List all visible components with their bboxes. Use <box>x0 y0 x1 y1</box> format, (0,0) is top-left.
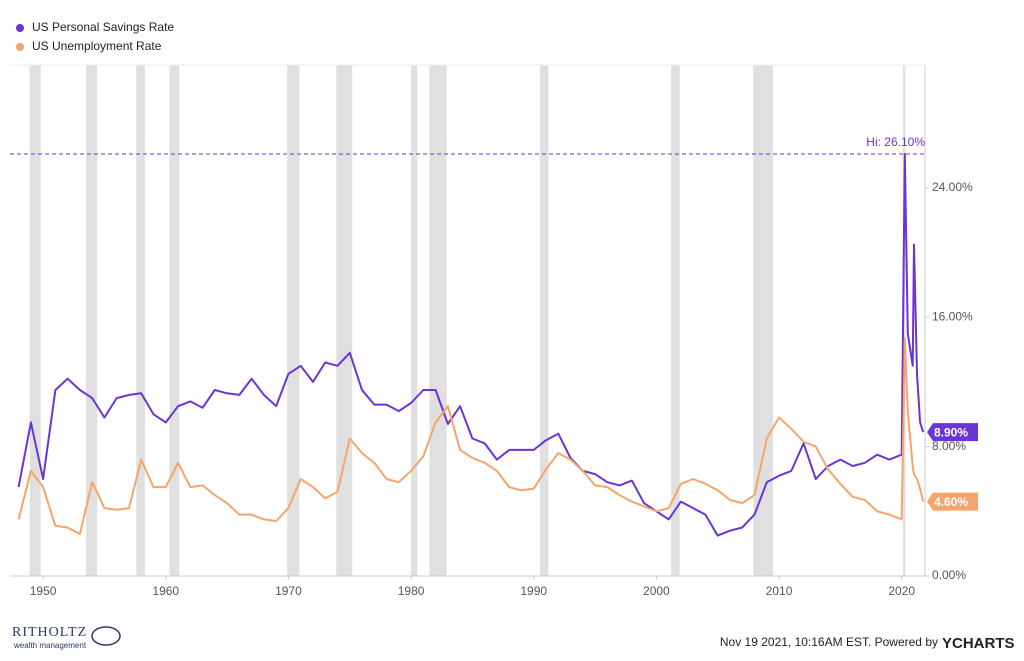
series-line <box>17 337 925 535</box>
recession-band <box>169 65 180 576</box>
legend-label: US Unemployment Rate <box>32 39 162 53</box>
footer-brand: YCHARTS <box>942 635 1015 652</box>
recession-band <box>671 65 680 576</box>
value-pill <box>927 492 978 511</box>
logo-mark <box>91 626 121 646</box>
logo-tagline: wealth management <box>13 641 87 650</box>
recession-band <box>136 65 145 576</box>
hi-label: Hi: 26.10% <box>866 135 925 149</box>
recession-band <box>86 65 98 576</box>
x-tick-label: 1950 <box>30 584 57 598</box>
x-tick-label: 2000 <box>643 584 670 598</box>
logo-name: RITHOLTZ <box>12 625 87 640</box>
legend-marker <box>16 43 24 51</box>
x-tick-label: 1980 <box>398 584 425 598</box>
x-tick-label: 1970 <box>275 584 302 598</box>
recession-band <box>411 65 418 576</box>
legend-marker <box>16 24 24 32</box>
y-tick-label: 8.00% <box>932 439 966 453</box>
footer: Nov 19 2021, 10:16AM EST. Powered by <box>720 635 938 649</box>
recession-band <box>902 65 906 576</box>
legend-label: US Personal Savings Rate <box>32 20 174 34</box>
y-tick-label: 24.00% <box>932 180 973 194</box>
recession-band <box>336 65 353 576</box>
y-tick-label: 16.00% <box>932 309 973 323</box>
recession-band <box>429 65 447 576</box>
x-tick-label: 2010 <box>766 584 793 598</box>
y-tick-label: 0.00% <box>932 568 966 582</box>
recession-band <box>539 65 549 576</box>
series-line <box>17 152 925 537</box>
value-pill <box>927 423 978 442</box>
x-tick-label: 1960 <box>152 584 179 598</box>
value-label: 4.60% <box>934 495 968 509</box>
value-label: 8.90% <box>934 425 968 439</box>
recession-band <box>753 65 773 576</box>
recession-band <box>287 65 300 576</box>
x-tick-label: 2020 <box>888 584 915 598</box>
x-tick-label: 1990 <box>520 584 547 598</box>
recession-band <box>29 65 41 576</box>
